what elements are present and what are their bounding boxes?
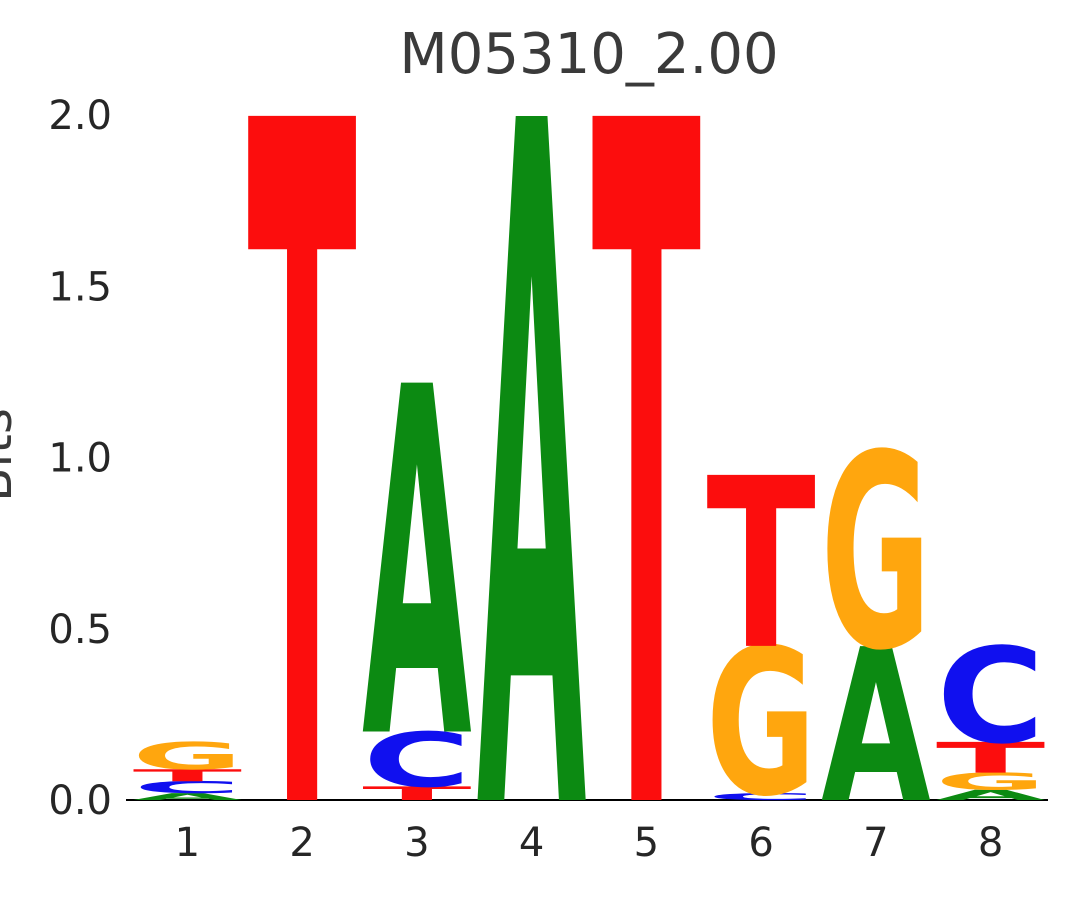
logo-letter-T: T xyxy=(247,0,357,900)
y-tick-label: 1.5 xyxy=(48,264,112,310)
logo-letter-C: C xyxy=(363,716,471,804)
x-tick-label: 6 xyxy=(748,820,773,866)
logo-letter-T: T xyxy=(362,783,472,805)
x-tick-label: 2 xyxy=(289,820,314,866)
logo-letter-T: T xyxy=(706,430,815,702)
x-tick-label: 8 xyxy=(978,820,1003,866)
y-tick-label: 0.5 xyxy=(48,607,112,653)
y-tick-label: 0.0 xyxy=(48,778,112,824)
logo-letter-G: G xyxy=(935,768,1045,795)
x-tick-label: 3 xyxy=(404,820,429,866)
chart-title: M05310_2.00 xyxy=(399,22,779,87)
logo-letter-C: C xyxy=(133,778,241,797)
y-tick-label: 1.0 xyxy=(48,436,112,482)
y-tick-label: 2.0 xyxy=(48,93,112,139)
logo-letter-A: A xyxy=(477,0,588,900)
logo-letter-A: A xyxy=(362,288,473,845)
logo-letter-G: G xyxy=(132,735,242,779)
logo-letter-A: A xyxy=(821,605,931,850)
logo-letter-G: G xyxy=(821,398,931,709)
x-tick-label: 1 xyxy=(175,820,200,866)
logo-letter-T: T xyxy=(592,0,702,900)
logo-letter-C: C xyxy=(707,791,815,802)
logo-letter-A: A xyxy=(133,791,243,802)
x-tick-label: 4 xyxy=(519,820,544,866)
x-tick-label: 5 xyxy=(634,820,659,866)
x-tick-label: 7 xyxy=(863,820,888,866)
logo-letter-T: T xyxy=(133,766,243,785)
logo-letter-G: G xyxy=(706,607,816,841)
logo-letter-C: C xyxy=(937,619,1045,772)
logo-letter-A: A xyxy=(936,787,1046,803)
logo-letter-T: T xyxy=(936,733,1045,782)
